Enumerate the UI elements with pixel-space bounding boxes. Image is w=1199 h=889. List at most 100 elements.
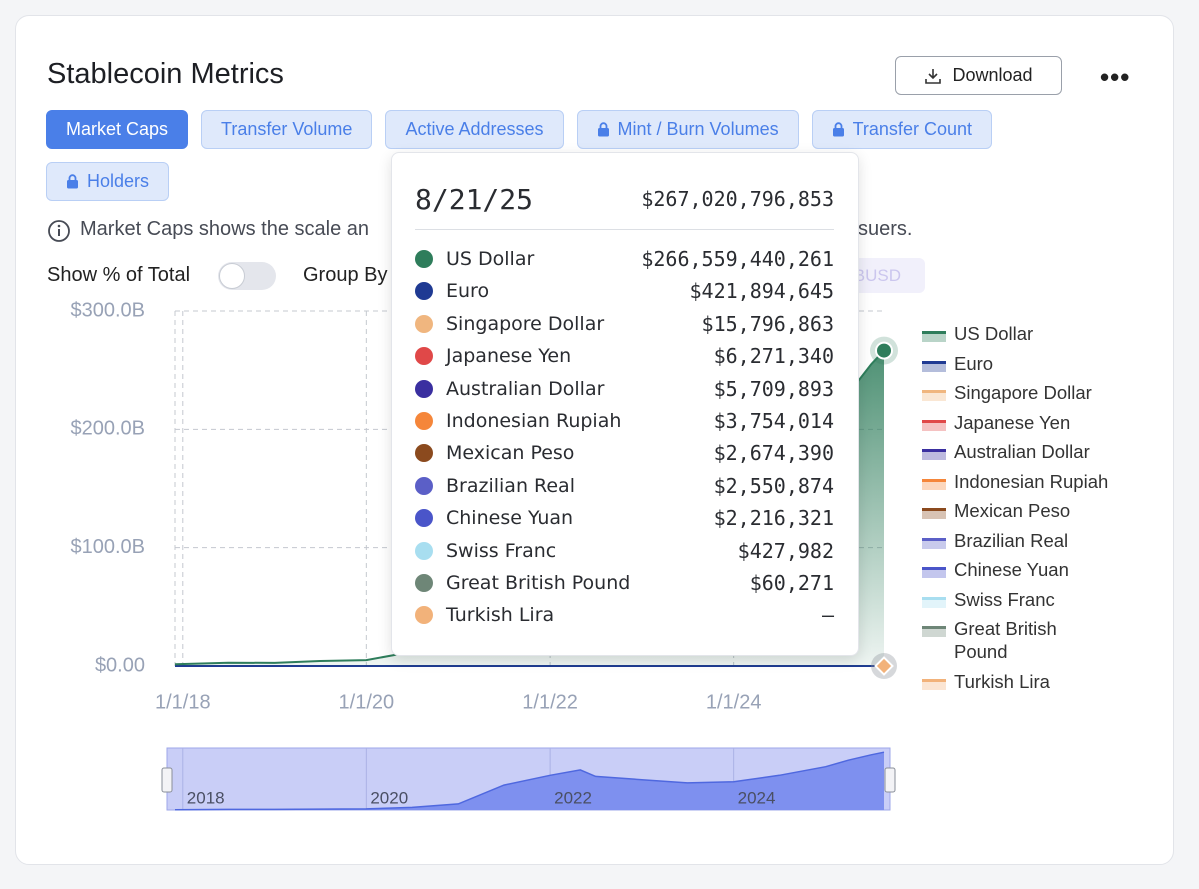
hover-point: [875, 341, 893, 360]
tooltip-name: Indonesian Rupiah: [446, 410, 622, 432]
navigator-label: 2024: [738, 788, 776, 807]
toggle[interactable]: [218, 262, 276, 290]
legend-label: Indonesian Rupiah: [954, 470, 1109, 492]
tooltip-name: US Dollar: [446, 248, 535, 270]
legend-item: Australian Dollar: [922, 440, 1112, 463]
tooltip-dot: [415, 250, 433, 268]
legend-label: Brazilian Real: [954, 529, 1069, 551]
lock-icon: [597, 122, 609, 137]
legend-swatch: [922, 596, 946, 608]
tooltip-row: Japanese Yen $6,271,340: [415, 343, 834, 369]
tooltip-value: —: [821, 603, 834, 628]
y-tick-label: $0.00: [95, 654, 145, 676]
tooltip-row: Great British Pound $60,271: [415, 570, 834, 596]
tooltip-value: $15,796,863: [701, 311, 834, 336]
legend-label: Swiss Franc: [954, 588, 1055, 610]
tooltip-dot: [415, 379, 433, 398]
tab[interactable]: Holders: [46, 162, 170, 201]
tooltip-value: $60,271: [749, 571, 834, 595]
legend-swatch: [922, 478, 946, 490]
tab-bar: Market Caps Transfer Volume Active Address…: [46, 110, 1021, 201]
tooltip-dot: [415, 444, 433, 463]
download-button[interactable]: Download: [895, 56, 1062, 95]
info-icon: [48, 220, 70, 242]
tooltip-value: $2,550,874: [713, 473, 834, 498]
tooltip-value: $266,559,440,261: [641, 247, 834, 271]
tooltip-dot: [415, 509, 433, 528]
tooltip-row: Brazilian Real $2,550,874: [415, 473, 834, 499]
lock-icon: [832, 122, 844, 137]
tooltip-date: 8/21/25: [415, 183, 534, 216]
legend-item: Swiss Franc: [922, 588, 1112, 611]
tab-label: Transfer Volume: [221, 119, 353, 139]
x-tick-label: 1/1/18: [155, 691, 211, 713]
tab-label: Transfer Count: [852, 119, 972, 139]
legend-item: Euro: [922, 352, 1112, 375]
tooltip-name: Brazilian Real: [446, 474, 575, 497]
tooltip-value: $421,894,645: [689, 279, 835, 304]
legend-swatch: [922, 508, 946, 519]
divider: [415, 229, 834, 230]
download-label: Download: [952, 65, 1033, 85]
tooltip-row: Swiss Franc $427,982: [415, 538, 834, 564]
tooltip-dot: [415, 541, 433, 560]
tab[interactable]: Transfer Count: [811, 110, 992, 149]
tooltip-dot: [415, 314, 433, 333]
legend-swatch: [922, 331, 946, 342]
navigator-area: [175, 752, 884, 810]
legend-item: Turkish Lira: [922, 670, 1112, 693]
legend-swatch: [922, 419, 946, 431]
legend-swatch: [922, 678, 946, 690]
tooltip-value: $6,271,340: [713, 344, 834, 369]
x-tick-label: 1/1/24: [706, 691, 762, 713]
legend-label: Mexican Peso: [954, 500, 1071, 521]
y-tick-label: $200.0B: [70, 418, 145, 440]
page-title: Stablecoin Metrics: [47, 58, 284, 90]
tooltip-dot: [415, 412, 433, 430]
tooltip-row: US Dollar $266,559,440,261: [415, 246, 834, 272]
tooltip-value: $3,754,014: [713, 409, 834, 433]
toggle-knob: [219, 263, 245, 289]
group-by-label: Group By: [303, 264, 388, 286]
tooltip-dot: [415, 574, 433, 592]
legend-swatch: [922, 360, 946, 372]
legend-swatch: [922, 626, 946, 637]
tab[interactable]: Transfer Volume: [201, 110, 373, 149]
tooltip-value: $2,674,390: [713, 441, 834, 466]
legend-swatch: [922, 390, 946, 401]
legend-label: Chinese Yuan: [954, 559, 1069, 580]
tooltip-name: Great British Pound: [446, 572, 631, 594]
tooltip-dot: [415, 282, 433, 301]
tooltip-dot: [415, 606, 433, 625]
tab-label: Holders: [87, 171, 150, 191]
tooltip-dot: [415, 347, 433, 366]
legend-swatch: [922, 537, 946, 549]
tooltip-name: Swiss Franc: [446, 539, 557, 562]
lock-icon: [67, 174, 78, 189]
tab[interactable]: Active Addresses: [385, 110, 564, 149]
tooltip-row: Turkish Lira —: [415, 602, 834, 628]
navigator-label: 2020: [370, 788, 408, 807]
navigator-label: 2022: [554, 788, 592, 807]
tooltip-row: Mexican Peso $2,674,390: [415, 440, 834, 466]
legend-item: Chinese Yuan: [922, 558, 1112, 581]
tooltip-name: Australian Dollar: [446, 377, 605, 400]
legend-label: Euro: [954, 352, 994, 374]
legend-swatch: [922, 449, 946, 460]
legend-item: Great British Pound: [922, 617, 1112, 663]
legend-item: Brazilian Real: [922, 529, 1112, 552]
tooltip-row: Chinese Yuan $2,216,321: [415, 505, 834, 531]
legend-item: Mexican Peso: [922, 499, 1112, 522]
info-text: Market Caps shows the scale an: [80, 218, 370, 240]
legend-item: US Dollar: [922, 322, 1112, 345]
tooltip-name: Japanese Yen: [446, 345, 572, 368]
tooltip-name: Chinese Yuan: [446, 507, 574, 530]
y-tick-label: $100.0B: [70, 536, 145, 558]
tab[interactable]: Mint / Burn Volumes: [576, 110, 799, 149]
more-menu[interactable]: •••: [1100, 62, 1131, 92]
tab[interactable]: Market Caps: [46, 110, 189, 149]
navigator-handle: [884, 767, 896, 793]
tooltip-row: Euro $421,894,645: [415, 278, 834, 304]
x-tick-label: 1/1/22: [522, 691, 578, 713]
